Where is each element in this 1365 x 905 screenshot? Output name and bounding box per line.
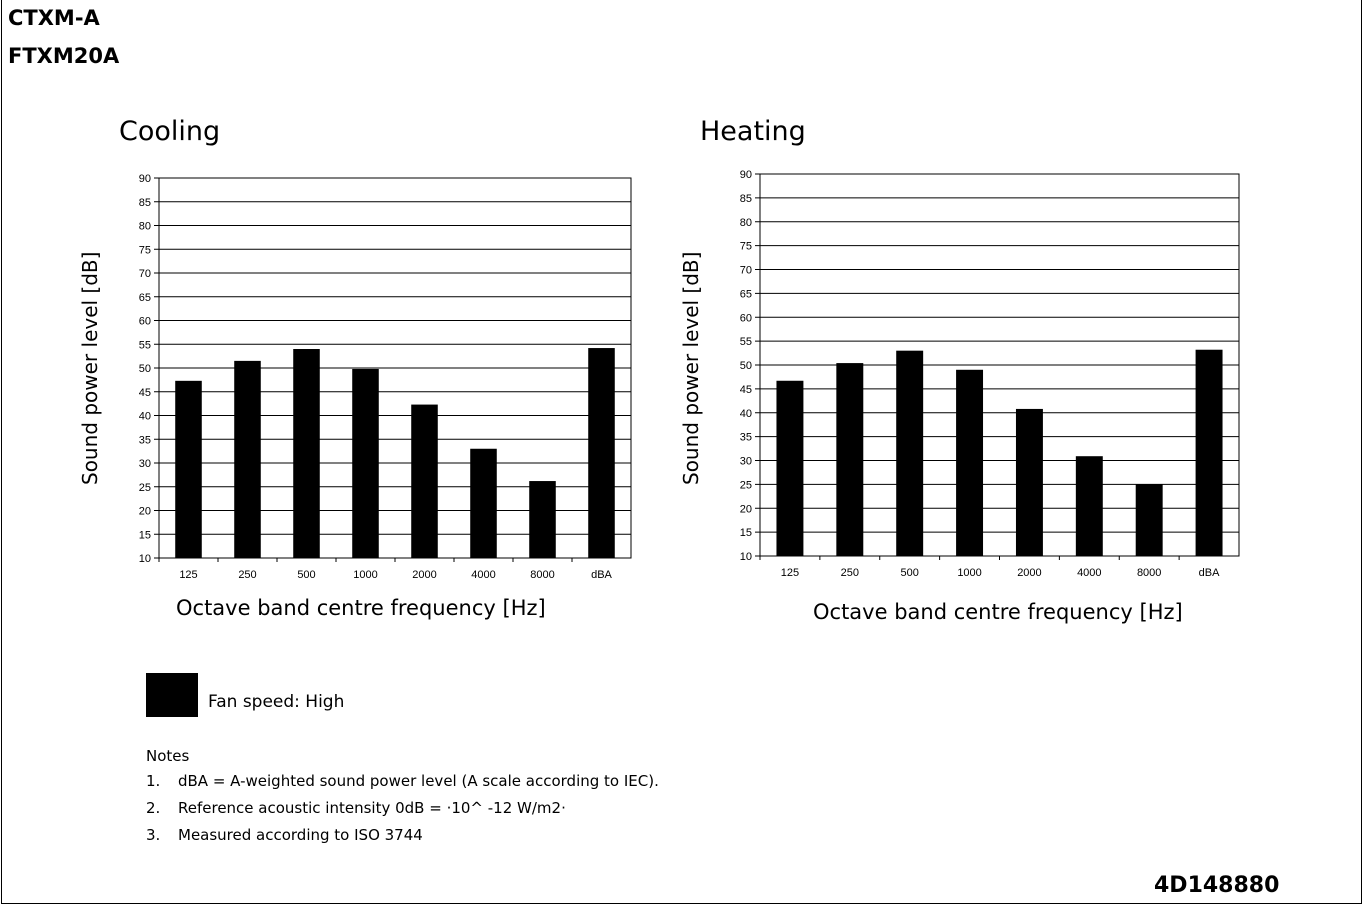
y-tick-label: 60 — [139, 316, 151, 328]
note-item: 2. Reference acoustic intensity 0dB = ·10… — [146, 799, 566, 817]
notes-title: Notes — [146, 747, 190, 765]
y-tick-label: 35 — [139, 434, 151, 446]
note-text: Reference acoustic intensity 0dB = ·10^ … — [178, 799, 566, 817]
bar — [1015, 408, 1043, 556]
x-tick-label: dBA — [1199, 567, 1220, 579]
x-tick-label: dBA — [591, 569, 612, 581]
y-tick-label: 30 — [139, 458, 151, 470]
y-tick-label: 60 — [740, 312, 752, 324]
y-tick-label: 70 — [139, 268, 151, 280]
y-tick-label: 30 — [740, 456, 752, 468]
y-tick-label: 65 — [139, 292, 151, 304]
heating-x-axis-title: Octave band centre frequency [Hz] — [813, 600, 1183, 624]
x-tick-label: 2000 — [1017, 567, 1041, 579]
bar — [588, 348, 615, 558]
x-tick-label: 4000 — [1077, 567, 1101, 579]
bar — [896, 350, 924, 556]
x-tick-label: 125 — [179, 569, 197, 581]
note-text: dBA = A-weighted sound power level (A sc… — [178, 772, 659, 790]
y-tick-label: 85 — [139, 197, 151, 209]
document-id: 4D148880 — [1154, 873, 1280, 898]
y-tick-label: 20 — [139, 506, 151, 518]
y-tick-label: 15 — [139, 529, 151, 541]
cooling-x-axis-title: Octave band centre frequency [Hz] — [176, 596, 546, 620]
y-tick-label: 45 — [139, 387, 151, 399]
bar — [175, 380, 202, 558]
x-tick-label: 8000 — [1137, 567, 1161, 579]
note-number: 3. — [146, 826, 161, 844]
y-tick-label: 80 — [740, 217, 752, 229]
note-number: 1. — [146, 772, 161, 790]
bar — [234, 360, 261, 558]
y-tick-label: 75 — [139, 244, 151, 256]
y-tick-label: 55 — [740, 336, 752, 348]
y-tick-label: 25 — [740, 479, 752, 491]
bar — [293, 349, 320, 558]
bar — [956, 369, 984, 556]
y-tick-label: 65 — [740, 288, 752, 300]
y-tick-label: 45 — [740, 384, 752, 396]
y-tick-label: 70 — [740, 265, 752, 277]
legend-label: Fan speed: High — [208, 692, 345, 712]
x-tick-label: 250 — [841, 567, 859, 579]
note-number: 2. — [146, 799, 161, 817]
x-tick-label: 500 — [901, 567, 919, 579]
cooling-chart-title: Cooling — [119, 116, 221, 147]
y-tick-label: 85 — [740, 193, 752, 205]
bar — [470, 448, 497, 558]
y-tick-label: 10 — [740, 551, 752, 563]
x-tick-label: 1000 — [957, 567, 981, 579]
heating-chart-title: Heating — [700, 116, 806, 147]
y-tick-label: 90 — [139, 173, 151, 185]
y-tick-label: 10 — [139, 553, 151, 565]
bar — [411, 404, 438, 558]
x-tick-label: 4000 — [471, 569, 495, 581]
note-text: Measured according to ISO 3744 — [178, 826, 423, 844]
y-tick-label: 25 — [139, 482, 151, 494]
y-tick-label: 35 — [740, 432, 752, 444]
y-tick-label: 15 — [740, 527, 752, 539]
x-tick-label: 2000 — [412, 569, 436, 581]
y-tick-label: 50 — [740, 360, 752, 372]
bar — [836, 363, 864, 556]
legend-swatch — [146, 673, 198, 717]
y-tick-label: 55 — [139, 339, 151, 351]
y-tick-label: 90 — [740, 169, 752, 181]
bar — [529, 481, 556, 558]
bar — [1195, 349, 1223, 556]
x-tick-label: 125 — [781, 567, 799, 579]
note-item: 1. dBA = A-weighted sound power level (A … — [146, 772, 659, 790]
x-tick-label: 8000 — [530, 569, 554, 581]
x-tick-label: 1000 — [353, 569, 377, 581]
bar — [352, 368, 379, 558]
y-tick-label: 50 — [139, 363, 151, 375]
x-tick-label: 250 — [238, 569, 256, 581]
y-tick-label: 40 — [139, 411, 151, 423]
bar — [1135, 484, 1163, 556]
bar — [776, 380, 804, 556]
y-tick-label: 80 — [139, 221, 151, 233]
series-code: CTXM-A — [8, 6, 100, 30]
note-item: 3. Measured according to ISO 3744 — [146, 826, 423, 844]
y-tick-label: 75 — [740, 241, 752, 253]
y-tick-label: 20 — [740, 503, 752, 515]
bar — [1075, 456, 1103, 556]
y-tick-label: 40 — [740, 408, 752, 420]
x-tick-label: 500 — [297, 569, 315, 581]
model-code: FTXM20A — [8, 44, 120, 68]
